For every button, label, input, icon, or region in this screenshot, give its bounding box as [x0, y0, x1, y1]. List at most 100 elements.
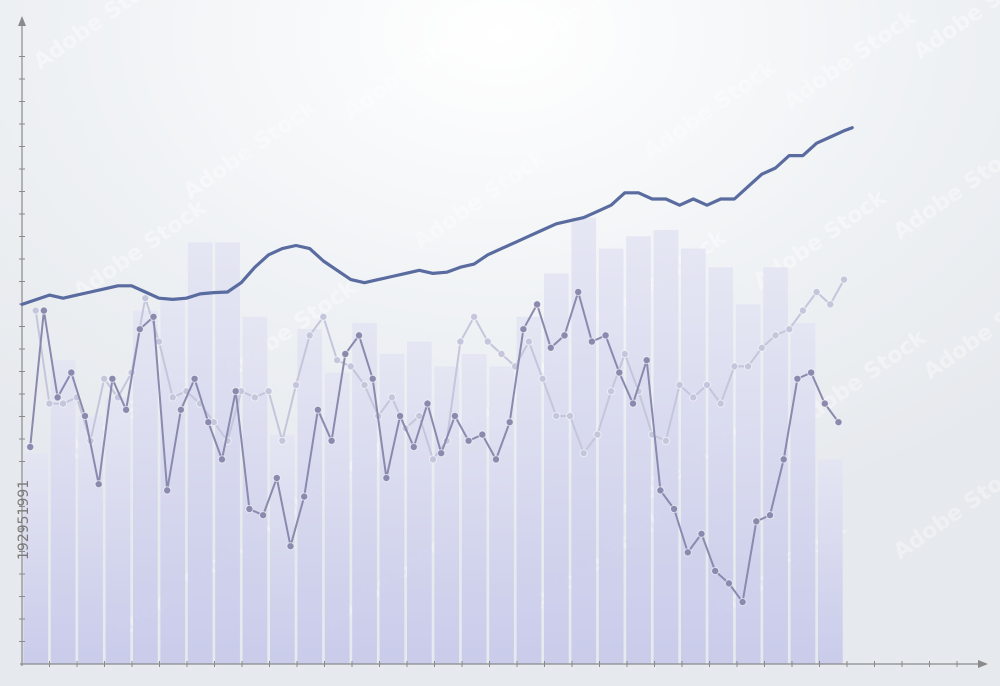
- bar: [461, 354, 487, 664]
- series-middle-point: [752, 517, 761, 526]
- series-middle-point: [574, 287, 583, 297]
- series-middle-point: [122, 405, 131, 414]
- bar: [407, 341, 432, 664]
- series-upper-point: [360, 380, 369, 390]
- series-upper-point: [387, 393, 396, 402]
- bar: [105, 397, 131, 664]
- series-upper-point: [31, 306, 40, 315]
- series-trend-line: [20, 126, 854, 306]
- series-upper-point: [428, 455, 438, 464]
- series-middle-point: [779, 455, 788, 464]
- bar: [133, 310, 158, 664]
- series-middle-point: [149, 312, 158, 321]
- series-upper-point: [45, 399, 54, 408]
- series-middle-point: [478, 430, 487, 439]
- axes-layer: [18, 16, 988, 668]
- series-upper-point: [826, 300, 835, 309]
- series-middle-point: [327, 436, 336, 445]
- bar: [708, 267, 734, 664]
- side-image-id: 192951991: [16, 480, 32, 560]
- series-middle-point: [793, 374, 802, 383]
- series-middle-point: [245, 504, 254, 514]
- bar: [187, 242, 213, 664]
- series-upper-point: [579, 449, 588, 458]
- series-upper-point: [168, 393, 177, 402]
- series-upper-point: [497, 349, 506, 359]
- series-upper-point: [620, 349, 629, 359]
- series-upper-point: [538, 374, 547, 383]
- bar: [763, 267, 788, 664]
- series-middle-point: [382, 473, 391, 483]
- y-axis-arrow: [18, 16, 26, 26]
- series-middle-point: [560, 331, 569, 340]
- series-middle-point: [341, 349, 350, 359]
- series-middle-point: [628, 399, 638, 408]
- series-middle-point: [834, 418, 843, 427]
- series-middle-point: [300, 492, 309, 501]
- series-upper-point: [305, 331, 314, 340]
- series-upper-point: [716, 399, 725, 408]
- bar: [598, 248, 624, 664]
- bar: [681, 248, 706, 664]
- series-middle-point: [313, 405, 322, 414]
- series-middle-point: [491, 455, 501, 464]
- series-upper-point: [702, 380, 712, 390]
- series-upper-point: [346, 362, 355, 371]
- series-middle-point: [409, 442, 418, 452]
- bar: [379, 354, 405, 664]
- series-upper-point: [483, 337, 492, 346]
- series-upper-point: [552, 411, 561, 421]
- series-upper-point: [757, 343, 766, 352]
- series-upper-point: [565, 411, 575, 421]
- series-middle-point: [697, 529, 706, 538]
- series-middle-point: [601, 331, 610, 340]
- series-middle-point: [396, 411, 405, 421]
- series-middle-point: [807, 368, 816, 377]
- series-middle-point: [546, 343, 555, 352]
- x-axis-arrow: [978, 660, 988, 668]
- series-middle-point: [354, 331, 364, 340]
- bar: [160, 298, 186, 664]
- bar: [653, 230, 679, 664]
- series-middle-point: [587, 337, 597, 346]
- series-upper-point: [264, 387, 273, 396]
- series-upper-point: [730, 362, 739, 371]
- series-upper-point: [744, 362, 753, 371]
- series-middle-point: [437, 449, 446, 458]
- bar: [626, 236, 651, 664]
- bar: [489, 366, 514, 664]
- bar: [735, 304, 761, 664]
- series-upper-point: [524, 337, 534, 346]
- series-middle-point: [670, 504, 679, 514]
- series-middle-point: [738, 597, 747, 607]
- series-middle-point: [533, 300, 542, 309]
- series-middle-point: [217, 455, 227, 464]
- series-upper-point: [771, 331, 780, 340]
- series-middle-point: [272, 473, 281, 483]
- series-middle-point: [259, 511, 268, 520]
- series-middle-point: [615, 368, 624, 377]
- bars-layer: [23, 217, 843, 664]
- series-upper-point: [675, 380, 684, 390]
- series-upper-point: [456, 337, 465, 346]
- series-middle-point: [656, 486, 665, 495]
- bar: [818, 459, 843, 664]
- series-middle-point: [683, 548, 692, 557]
- lines-layer: [20, 126, 854, 607]
- series-middle-point: [67, 368, 76, 377]
- series-middle-line: [29, 291, 840, 603]
- series-middle-point: [711, 566, 720, 576]
- series-upper-point: [250, 393, 259, 402]
- series-upper-point: [812, 287, 821, 297]
- series-middle-point: [176, 405, 185, 414]
- series-middle-point: [464, 436, 473, 445]
- series-middle-point: [204, 418, 213, 427]
- series-middle-point: [765, 511, 775, 520]
- series-upper-point: [333, 356, 342, 365]
- series-middle-point: [642, 356, 651, 365]
- series-middle-point: [94, 480, 103, 489]
- bar: [50, 360, 76, 664]
- series-middle-point: [423, 399, 432, 408]
- series-upper-point: [607, 387, 616, 396]
